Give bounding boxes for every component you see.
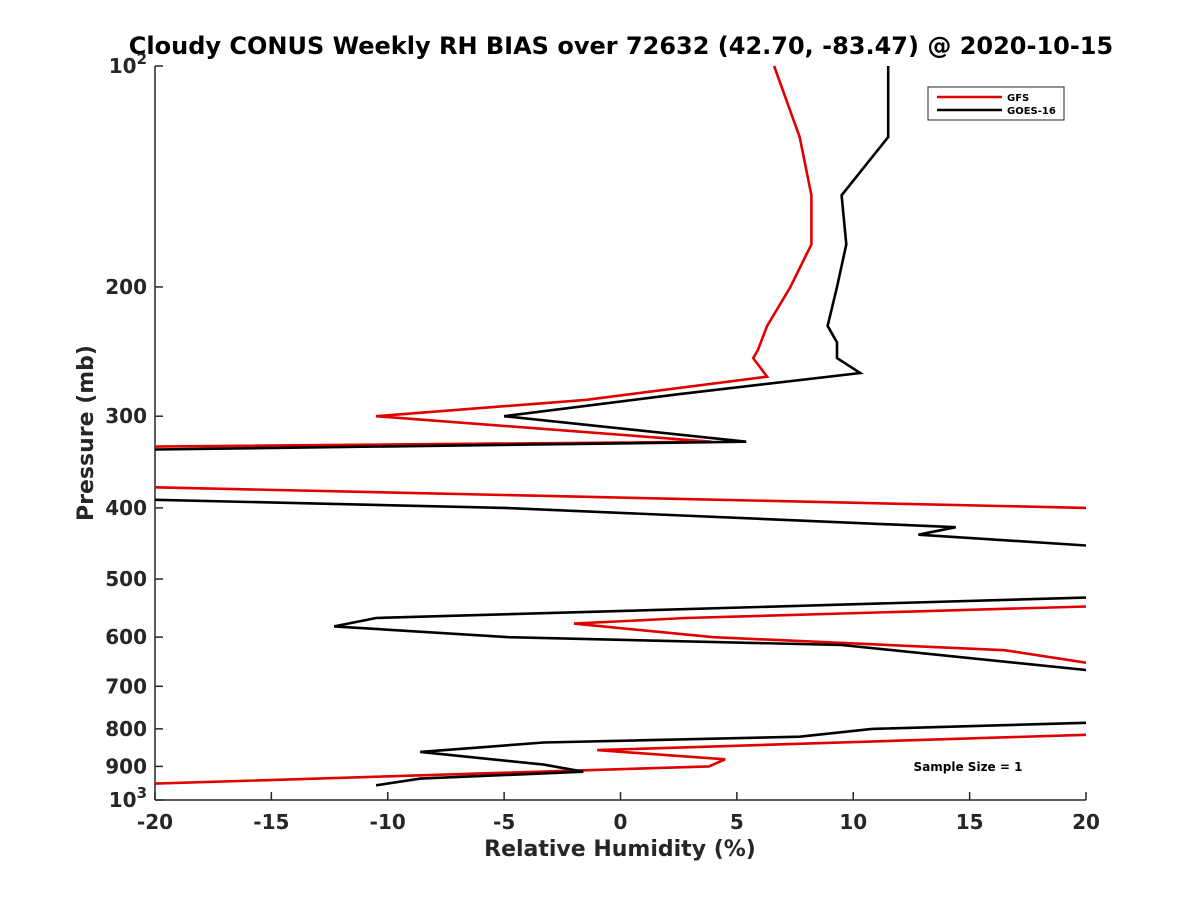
y-axis-label: Pressure (mb) (74, 345, 99, 521)
x-tick-label: 5 (730, 810, 744, 834)
x-tick-label: 10 (839, 810, 867, 834)
x-tick-label: -5 (493, 810, 515, 834)
x-tick-label: -20 (137, 810, 173, 834)
y-tick-label: 103 (109, 784, 147, 812)
plot-area-frame (155, 66, 1086, 800)
y-tick-label: 800 (105, 717, 147, 741)
sample-size-annotation: Sample Size = 1 (914, 760, 1023, 774)
y-tick-label: 900 (105, 754, 147, 778)
y-tick-label: 300 (105, 404, 147, 428)
legend: GFS GOES-16 (927, 86, 1065, 121)
y-tick-label: 102 (109, 50, 147, 78)
x-tick-label: 20 (1072, 810, 1100, 834)
y-tick-label: 200 (105, 275, 147, 299)
legend-box (927, 86, 1065, 121)
x-tick-label: 15 (956, 810, 984, 834)
x-tick-label: 0 (614, 810, 628, 834)
legend-label-gfs: GFS (1007, 93, 1029, 104)
x-axis-ticks: -20 -15 -10 -5 0 5 10 15 20 (137, 792, 1100, 834)
x-tick-label: -10 (370, 810, 406, 834)
chart-title: Cloudy CONUS Weekly RH BIAS over 72632 (… (129, 32, 1113, 60)
x-axis-label: Relative Humidity (%) (484, 837, 756, 862)
series-line-gfs (154, 65, 1087, 785)
series-layer (154, 65, 1087, 787)
legend-label-goes16: GOES-16 (1007, 106, 1056, 117)
y-tick-label: 400 (105, 496, 147, 520)
series-line-goes-16 (154, 66, 1087, 787)
y-tick-label: 700 (105, 674, 147, 698)
y-tick-label: 600 (105, 625, 147, 649)
y-tick-label: 500 (105, 567, 147, 591)
y-axis-ticks: 102 200 300 400 500 600 700 800 900 103 (105, 50, 163, 812)
x-tick-label: -15 (253, 810, 289, 834)
